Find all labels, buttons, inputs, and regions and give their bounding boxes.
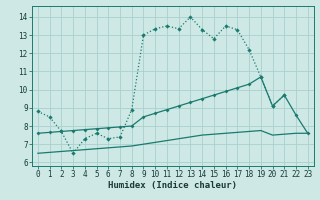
X-axis label: Humidex (Indice chaleur): Humidex (Indice chaleur)	[108, 181, 237, 190]
